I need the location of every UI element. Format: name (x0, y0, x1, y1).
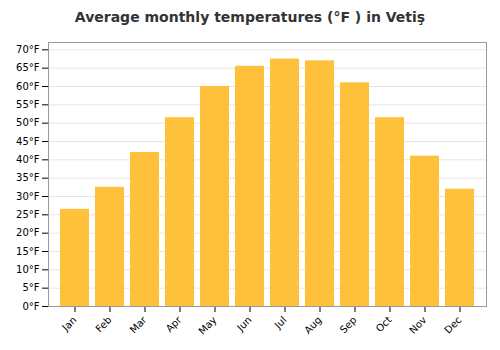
svg-text:Sep: Sep (338, 314, 359, 335)
svg-text:55°F: 55°F (16, 99, 40, 110)
svg-text:10°F: 10°F (16, 264, 40, 275)
svg-text:May: May (196, 314, 218, 336)
svg-text:Jan: Jan (59, 314, 78, 333)
svg-text:Apr: Apr (164, 314, 185, 335)
svg-text:Oct: Oct (374, 314, 394, 334)
svg-text:Aug: Aug (302, 314, 324, 336)
svg-text:35°F: 35°F (16, 172, 40, 183)
svg-text:Jun: Jun (234, 314, 254, 334)
svg-text:5°F: 5°F (22, 282, 39, 293)
svg-text:25°F: 25°F (16, 209, 40, 220)
svg-text:Dec: Dec (442, 314, 463, 335)
svg-text:0°F: 0°F (22, 301, 39, 312)
svg-text:50°F: 50°F (16, 117, 40, 128)
svg-text:70°F: 70°F (16, 44, 40, 55)
svg-text:30°F: 30°F (16, 191, 40, 202)
svg-text:65°F: 65°F (16, 62, 40, 73)
html-text:Average monthly temperatures (: Average monthly temperatures (°F ) in Ve… (74, 9, 426, 25)
svg-text:15°F: 15°F (16, 246, 40, 257)
svg-text:20°F: 20°F (16, 227, 40, 238)
svg-text:40°F: 40°F (16, 154, 40, 165)
svg-text:Jul: Jul (272, 314, 289, 331)
svg-text:Nov: Nov (407, 314, 429, 336)
svg-text:Feb: Feb (93, 314, 113, 334)
svg-text:Mar: Mar (128, 314, 150, 336)
svg-text:60°F: 60°F (16, 81, 40, 92)
svg-text:45°F: 45°F (16, 136, 40, 147)
